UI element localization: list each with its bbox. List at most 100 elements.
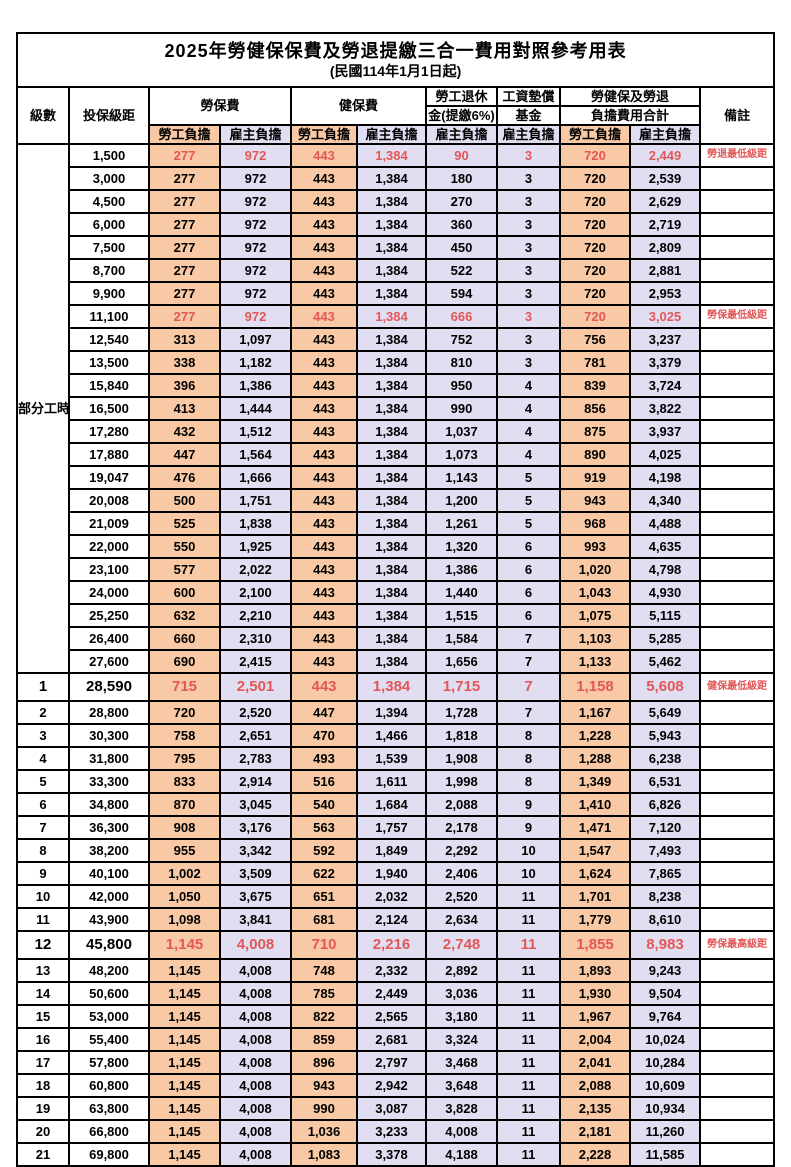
wage-fund-employer-cell: 6	[496, 580, 561, 605]
total-employer-cell: 2,719	[629, 212, 701, 237]
table-row: 1 28,590 715 2,501 443 1,384 1,715 7 1,158 5,608 健…	[16, 672, 776, 702]
health-fee-employee-cell: 785	[290, 981, 358, 1006]
total-employee-cell: 720	[559, 281, 631, 306]
remark-cell	[698, 396, 776, 421]
level-cell: 18	[16, 1073, 70, 1098]
labor-fee-employee-cell: 277	[148, 212, 221, 237]
labor-fee-employee-cell: 338	[148, 350, 221, 375]
wage-fund-employer-cell: 11	[496, 907, 561, 932]
labor-fee-employer-cell: 972	[219, 304, 292, 329]
total-employee-cell: 968	[559, 511, 631, 536]
wage-fund-employer-cell: 9	[496, 792, 561, 817]
total-employee-cell: 2,041	[559, 1050, 631, 1075]
header-remark: 備註	[698, 86, 776, 145]
pension-employer-cell: 180	[425, 166, 498, 191]
total-employer-cell: 6,238	[629, 746, 701, 771]
labor-fee-employee-cell: 833	[148, 769, 221, 794]
wage-fund-employer-cell: 11	[496, 1142, 561, 1167]
bracket-cell: 8,700	[68, 258, 150, 283]
table-row: 21,009 525 1,838 443 1,384 1,261 5 968 4,488	[17, 511, 776, 536]
total-employer-cell: 8,610	[629, 907, 701, 932]
labor-fee-employer-cell: 972	[219, 281, 292, 306]
health-fee-employer-cell: 1,384	[356, 603, 427, 628]
header-total-line1: 勞健保及勞退	[559, 86, 701, 107]
pension-employer-cell: 2,748	[425, 930, 498, 960]
header-total-employer-share: 雇主負擔	[629, 124, 701, 145]
header-pension-employer-share: 雇主負擔	[425, 124, 498, 145]
bracket-cell: 13,500	[68, 350, 150, 375]
pension-employer-cell: 360	[425, 212, 498, 237]
part-time-level-cell: 部分工時	[16, 143, 70, 674]
remark-cell	[698, 465, 776, 490]
health-fee-employee-cell: 710	[290, 930, 358, 960]
remark-cell	[698, 1004, 776, 1029]
table-row: 7 36,300 908 3,176 563 1,757 2,178 9 1,471 7,120	[16, 815, 776, 840]
table-row: 6 34,800 870 3,045 540 1,684 2,088 9 1,410 6,826	[16, 792, 776, 817]
total-employer-cell: 2,449	[629, 143, 701, 168]
level-cell: 8	[16, 838, 70, 863]
labor-fee-employer-cell: 2,783	[219, 746, 292, 771]
total-employer-cell: 7,493	[629, 838, 701, 863]
total-employee-cell: 1,075	[559, 603, 631, 628]
total-employee-cell: 1,410	[559, 792, 631, 817]
header-total-employee-share: 勞工負擔	[559, 124, 631, 145]
labor-fee-employer-cell: 2,415	[219, 649, 292, 674]
health-fee-employee-cell: 443	[290, 327, 358, 352]
total-employee-cell: 720	[559, 189, 631, 214]
total-employer-cell: 6,531	[629, 769, 701, 794]
total-employee-cell: 781	[559, 350, 631, 375]
level-cell: 5	[16, 769, 70, 794]
pension-employer-cell: 1,320	[425, 534, 498, 559]
wage-fund-employer-cell: 4	[496, 442, 561, 467]
labor-fee-employee-cell: 525	[148, 511, 221, 536]
health-fee-employer-cell: 2,565	[356, 1004, 427, 1029]
remark-cell	[698, 1073, 776, 1098]
table-row: 9 40,100 1,002 3,509 622 1,940 2,406 10 1,624 7,8…	[16, 861, 776, 886]
wage-fund-employer-cell: 8	[496, 723, 561, 748]
labor-fee-employee-cell: 1,145	[148, 1073, 221, 1098]
total-employee-cell: 1,167	[559, 700, 631, 725]
health-fee-employer-cell: 2,032	[356, 884, 427, 909]
labor-fee-employee-cell: 550	[148, 534, 221, 559]
labor-fee-employee-cell: 1,145	[148, 1027, 221, 1052]
bracket-cell: 24,000	[68, 580, 150, 605]
header-labor-employee-share: 勞工負擔	[148, 124, 221, 145]
wage-fund-employer-cell: 3	[496, 235, 561, 260]
bracket-cell: 19,047	[68, 465, 150, 490]
remark-cell	[698, 419, 776, 444]
labor-fee-employer-cell: 1,751	[219, 488, 292, 513]
health-fee-employer-cell: 1,384	[356, 235, 427, 260]
remark-cell	[698, 769, 776, 794]
labor-fee-employee-cell: 277	[148, 258, 221, 283]
table-row: 19 63,800 1,145 4,008 990 3,087 3,828 11 2,135 10…	[16, 1096, 776, 1121]
health-fee-employee-cell: 1,036	[290, 1119, 358, 1144]
labor-fee-employer-cell: 2,022	[219, 557, 292, 582]
remark-cell	[698, 1050, 776, 1075]
bracket-cell: 6,000	[68, 212, 150, 237]
pension-employer-cell: 2,520	[425, 884, 498, 909]
total-employee-cell: 720	[559, 235, 631, 260]
health-fee-employer-cell: 1,384	[356, 534, 427, 559]
total-employee-cell: 1,288	[559, 746, 631, 771]
labor-fee-employer-cell: 2,501	[219, 672, 292, 702]
total-employee-cell: 1,158	[559, 672, 631, 702]
table-row: 9,900 277 972 443 1,384 594 3 720 2,953	[17, 281, 776, 306]
pension-employer-cell: 2,178	[425, 815, 498, 840]
labor-fee-employee-cell: 955	[148, 838, 221, 863]
labor-fee-employee-cell: 577	[148, 557, 221, 582]
health-fee-employer-cell: 1,394	[356, 700, 427, 725]
health-fee-employer-cell: 1,384	[356, 626, 427, 651]
bracket-cell: 4,500	[68, 189, 150, 214]
health-fee-employer-cell: 1,384	[356, 143, 427, 168]
remark-cell	[698, 603, 776, 628]
total-employee-cell: 2,004	[559, 1027, 631, 1052]
total-employee-cell: 1,133	[559, 649, 631, 674]
remark-cell	[698, 373, 776, 398]
health-fee-employee-cell: 681	[290, 907, 358, 932]
level-cell: 13	[16, 958, 70, 983]
table-row: 部分工時 1,500 277 972 443 1,384 90 3 720 2,449 勞退最低級距	[16, 143, 776, 674]
labor-fee-employer-cell: 4,008	[219, 1096, 292, 1121]
total-employer-cell: 2,809	[629, 235, 701, 260]
total-employer-cell: 9,764	[629, 1004, 701, 1029]
health-fee-employee-cell: 896	[290, 1050, 358, 1075]
